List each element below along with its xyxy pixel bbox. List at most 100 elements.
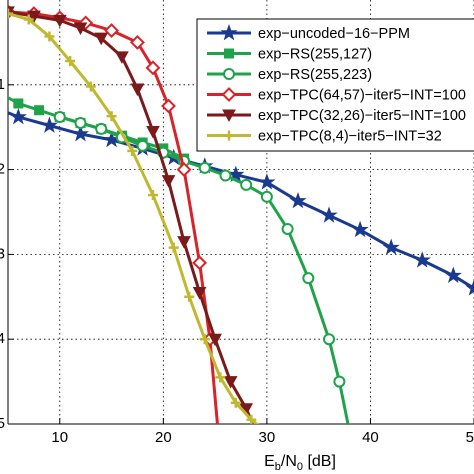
data-point [224, 130, 234, 141]
data-point [184, 291, 195, 302]
data-point [130, 34, 145, 50]
data-point [44, 31, 55, 42]
data-point [145, 60, 161, 76]
data-point [333, 375, 346, 388]
legend-label: exp−TPC(64,57)−iter5−INT=100 [258, 88, 466, 104]
x-axis-label-main: E [264, 453, 275, 470]
data-point [223, 68, 235, 80]
y-tick-label: -4 [0, 330, 5, 347]
data-point [230, 397, 241, 408]
series-6 [8, 8, 259, 424]
data-point [13, 98, 24, 109]
data-point [192, 287, 207, 300]
data-point [106, 111, 117, 122]
data-point [136, 139, 149, 152]
data-point [9, 107, 27, 125]
data-point [52, 14, 67, 28]
data-point [161, 98, 176, 114]
legend-label: exp−TPC(32,26)−iter5−INT=100 [258, 108, 466, 124]
series-3 [53, 111, 350, 424]
data-point [289, 191, 307, 209]
x-tick-label: 30 [259, 429, 276, 446]
x-axis-label-unit: [dB] [303, 453, 336, 470]
legend-label: exp−RS(255,127) [258, 47, 372, 63]
data-point [127, 145, 138, 156]
tick-labels: 10 20 30 40 50 -1 -2 -3 -4 -5 [0, 76, 474, 446]
data-point [146, 125, 160, 139]
data-point [74, 116, 87, 129]
series-5 [8, 6, 255, 424]
data-point [281, 222, 294, 235]
legend-label: exp−TPC(8,4)−iter5−INT=32 [258, 129, 442, 145]
data-point [219, 169, 232, 182]
x-axis-label-sub2: 0 [297, 461, 303, 473]
data-point [465, 279, 474, 296]
data-point [323, 333, 336, 346]
data-point [320, 206, 338, 223]
data-point [413, 251, 431, 268]
data-point [222, 109, 236, 123]
data-point [260, 190, 273, 203]
data-point [130, 83, 145, 97]
x-axis-label-sub1: b [275, 461, 281, 473]
data-point [53, 111, 66, 124]
data-point [27, 10, 41, 24]
data-point [94, 32, 109, 46]
x-tick-label: 20 [155, 429, 172, 446]
data-point [382, 238, 400, 255]
data-point [246, 414, 257, 424]
data-point [215, 372, 226, 383]
legend-entry: exp−RS(255,127) [207, 47, 372, 63]
data-point [161, 175, 176, 188]
data-point [240, 178, 253, 191]
legend-entry: exp−TPC(64,57)−iter5−INT=100 [207, 87, 466, 104]
data-point [23, 14, 34, 25]
x-axis-label: Eb/N0 [dB] [264, 453, 336, 473]
x-tick-label: 10 [51, 429, 68, 446]
data-point [223, 376, 238, 389]
data-point [147, 190, 158, 201]
data-point [73, 22, 88, 36]
data-point [258, 173, 276, 190]
legend-label: exp−RS(255,223) [258, 67, 372, 83]
data-point [115, 51, 129, 64]
y-tick-label: -2 [0, 161, 5, 178]
series-line [59, 115, 350, 424]
data-point [224, 48, 234, 59]
data-point [34, 105, 45, 116]
data-point [104, 23, 119, 38]
data-point [220, 23, 238, 41]
series-layer [8, 4, 474, 424]
x-axis-label-mid: /N [281, 453, 297, 470]
data-point [444, 266, 462, 283]
y-tick-label: -5 [0, 415, 5, 432]
data-point [85, 81, 96, 92]
data-point [95, 122, 108, 135]
data-point [8, 8, 13, 19]
y-tick-label: -3 [0, 245, 5, 262]
data-point [176, 162, 192, 178]
data-point [177, 236, 191, 249]
x-tick-label: 50 [466, 429, 474, 446]
data-point [65, 56, 76, 67]
legend-label: exp−uncoded−16−PPM [258, 26, 410, 42]
legend-entry: exp−RS(255,223) [207, 67, 372, 83]
legend-entry: exp−TPC(32,26)−iter5−INT=100 [207, 108, 466, 124]
data-point [192, 255, 207, 271]
legend-entry: exp−TPC(8,4)−iter5−INT=32 [207, 129, 442, 145]
data-point [302, 272, 315, 285]
data-point [221, 87, 237, 102]
data-point [198, 161, 211, 174]
x-tick-label: 40 [362, 429, 379, 446]
data-point [40, 116, 59, 133]
y-tick-label: -1 [0, 76, 5, 93]
data-point [208, 333, 222, 347]
data-point [351, 220, 369, 238]
axes [7, 0, 474, 425]
data-point [71, 124, 90, 142]
legend-box [196, 18, 474, 152]
data-point [199, 334, 210, 345]
data-point [168, 242, 179, 253]
legend-entry: exp−uncoded−16−PPM [207, 23, 410, 42]
